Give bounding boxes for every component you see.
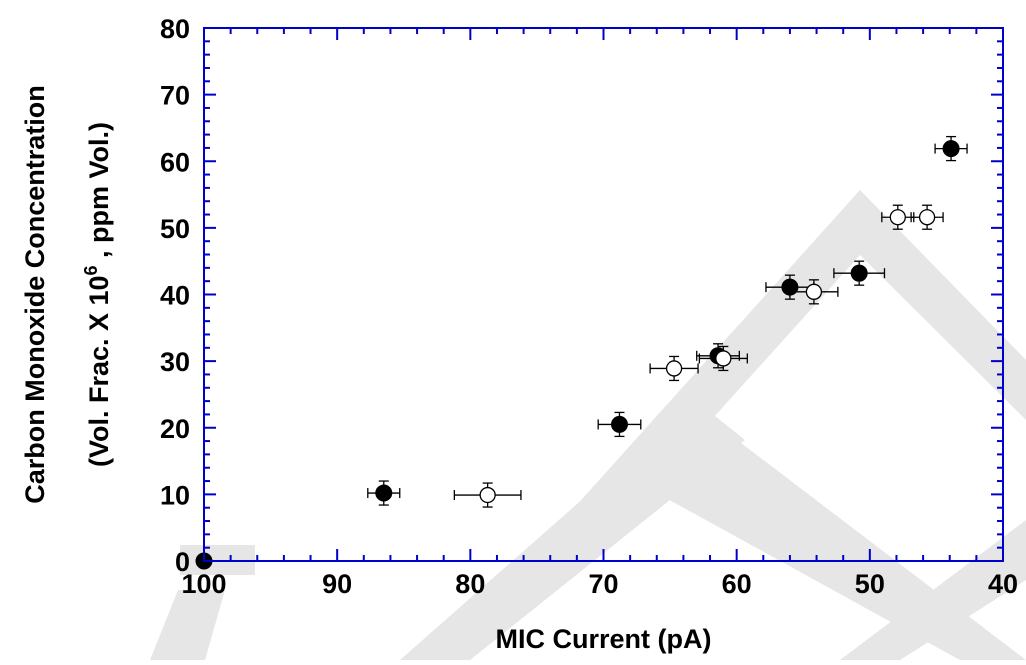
- y-tick-label: 10: [160, 480, 190, 510]
- data-point-open: [649, 355, 699, 382]
- filled-circle-marker: [942, 140, 960, 158]
- watermark-stroke: [615, 398, 1026, 660]
- open-circle-marker: [805, 283, 823, 300]
- y-axis-label-suffix: , ppm Vol.): [84, 122, 114, 266]
- x-axis-label: MIC Current (pA): [496, 624, 712, 654]
- data-point-open: [453, 482, 522, 508]
- y-axis-label-superscript: 6: [81, 265, 101, 275]
- open-circle-marker: [715, 350, 732, 367]
- x-tick-label: 100: [181, 569, 226, 599]
- open-circle-marker: [479, 486, 496, 504]
- data-point-open: [881, 204, 915, 230]
- plot-frame: [203, 27, 1004, 562]
- data-point-filled: [597, 411, 642, 438]
- open-circle-marker: [918, 209, 936, 226]
- x-tick-label: 60: [722, 569, 752, 599]
- filled-circle-marker: [610, 415, 628, 433]
- x-tick-label: 80: [455, 569, 485, 599]
- y-tick-label: 0: [175, 547, 190, 577]
- open-circle-marker: [889, 209, 906, 226]
- y-tick-label: 40: [160, 281, 190, 311]
- data-points: [195, 135, 968, 570]
- y-axis-label-prefix: (Vol. Frac. X 10: [84, 275, 114, 467]
- x-tick-label: 40: [988, 569, 1018, 599]
- watermark-stroke: [840, 520, 1026, 660]
- watermark-stroke: [400, 400, 745, 660]
- y-axis-label-line-1: Carbon Monoxide Concentration: [20, 85, 50, 504]
- data-point-open: [789, 279, 839, 305]
- data-point-filled: [833, 260, 886, 286]
- y-tick-label: 70: [160, 81, 190, 111]
- x-tick-label: 90: [322, 569, 352, 599]
- filled-circle-marker: [375, 484, 393, 502]
- tick-labels: 100 90 80 70 60 50 40 0 10 20 30 40 50 60 70 80: [160, 14, 1018, 599]
- y-tick-label: 20: [160, 414, 190, 444]
- data-point-open: [910, 204, 944, 230]
- x-tick-label: 70: [588, 569, 618, 599]
- data-point-filled: [367, 480, 401, 506]
- x-tick-label: 50: [855, 569, 885, 599]
- y-tick-label: 30: [160, 347, 190, 377]
- y-tick-label: 50: [160, 214, 190, 244]
- watermark-stroke: [150, 590, 225, 660]
- y-tick-label: 80: [160, 14, 190, 44]
- open-circle-marker: [665, 360, 683, 377]
- y-tick-label: 60: [160, 147, 190, 177]
- data-point-filled: [934, 135, 968, 162]
- y-axis-label-line-2: (Vol. Frac. X 106 , ppm Vol.): [81, 122, 114, 467]
- data-point-open: [698, 345, 748, 372]
- filled-circle-marker: [850, 264, 868, 282]
